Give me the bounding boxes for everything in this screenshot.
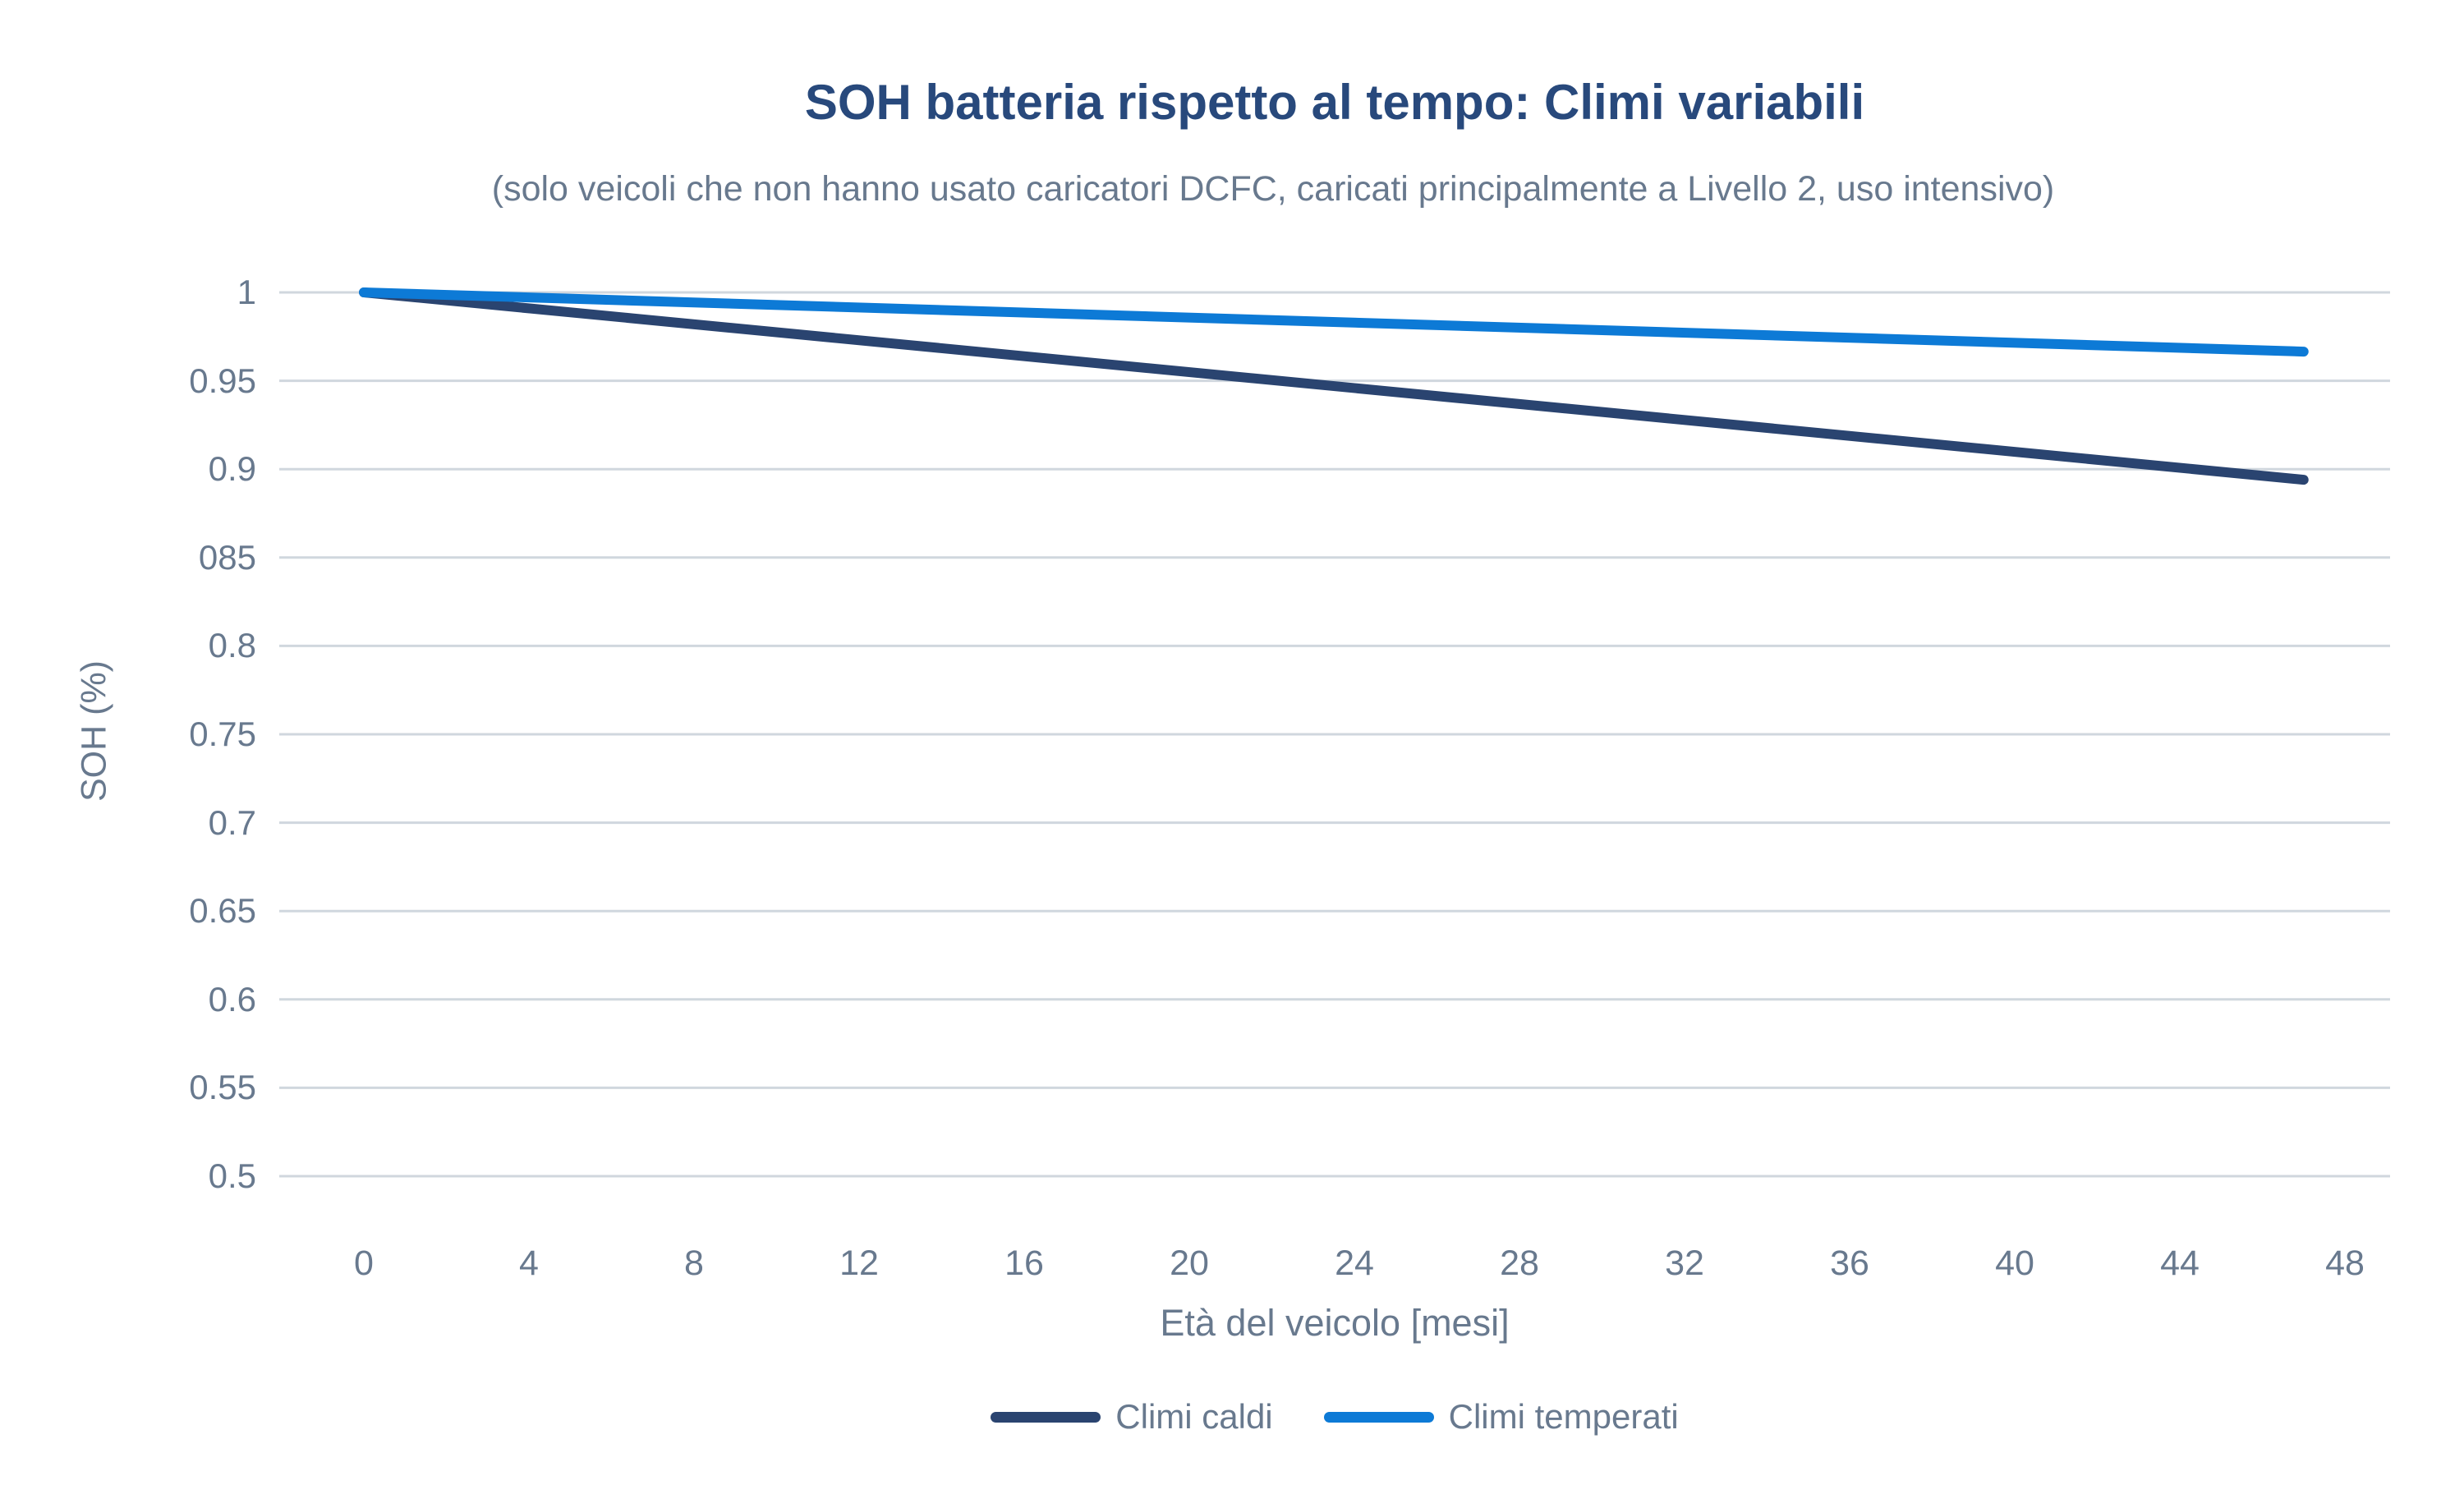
y-tick-label: 0.95 <box>189 361 256 400</box>
y-tick-label: 0.75 <box>189 715 256 753</box>
x-tick-label: 20 <box>1170 1244 1209 1283</box>
y-tick-label: 085 <box>198 537 256 577</box>
legend-swatch-climi-caldi <box>991 1411 1101 1423</box>
chart-subtitle: (solo veicoli che non hanno usato carica… <box>491 169 2055 209</box>
series-line-climi-temperati <box>359 287 2309 357</box>
x-tick-label: 8 <box>684 1244 704 1283</box>
y-tick-label: 0.7 <box>208 802 256 842</box>
x-tick-label: 28 <box>1500 1244 1539 1283</box>
y-tick-label: 0.55 <box>189 1068 256 1107</box>
legend-label: Climi caldi <box>1115 1397 1273 1436</box>
legend-swatch-climi-temperati <box>1323 1411 1434 1423</box>
x-tick-label: 0 <box>354 1244 374 1283</box>
y-tick-label: 1 <box>237 273 256 311</box>
x-tick-label: 24 <box>1335 1244 1374 1283</box>
series-line-climi-caldi <box>359 287 2309 485</box>
x-tick-label: 4 <box>519 1244 539 1283</box>
y-tick-label: 0.8 <box>208 626 256 665</box>
y-tick-label: 0.5 <box>208 1156 256 1195</box>
x-tick-label: 32 <box>1665 1244 1704 1283</box>
y-tick-label: 0.9 <box>208 449 256 489</box>
y-tick-label: 0.65 <box>189 891 256 931</box>
legend-item-climi-temperati: Climi temperati <box>1323 1397 1679 1437</box>
legend-item-climi-caldi: Climi caldi <box>991 1397 1273 1437</box>
x-tick-label: 40 <box>1995 1244 2034 1283</box>
x-tick-label: 44 <box>2160 1244 2200 1283</box>
x-tick-label: 16 <box>1004 1244 1044 1283</box>
x-tick-label: 48 <box>2325 1244 2365 1283</box>
y-tick-label: 0.6 <box>208 979 256 1018</box>
x-axis-title: Età del veicolo [mesi] <box>1160 1302 1510 1344</box>
x-tick-label: 12 <box>839 1244 879 1283</box>
chart-title: SOH batteria rispetto al tempo: Climi va… <box>804 75 1865 130</box>
x-tick-label: 36 <box>1830 1244 1869 1283</box>
legend: Climi caldi Climi temperati <box>279 1391 2390 1443</box>
legend-label: Climi temperati <box>1448 1397 1679 1436</box>
